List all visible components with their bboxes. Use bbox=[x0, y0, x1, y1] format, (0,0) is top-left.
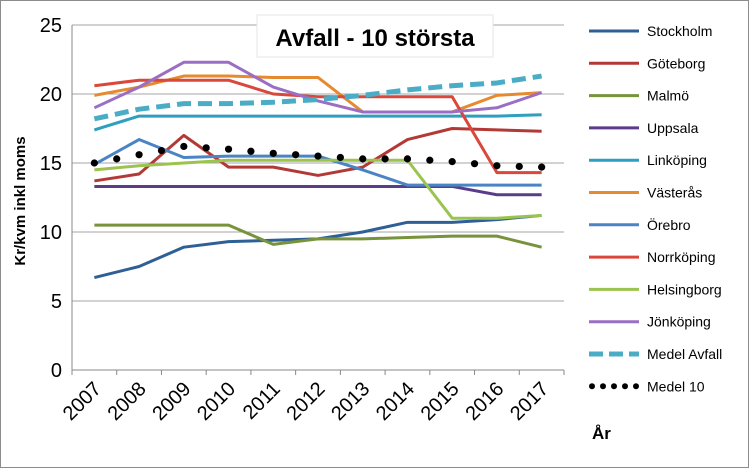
line-malm- bbox=[94, 223, 542, 249]
point-medel-10 bbox=[180, 142, 188, 151]
line-uppsala bbox=[94, 184, 542, 197]
legend-label-stockholm: Stockholm bbox=[647, 23, 712, 39]
point-medel-10 bbox=[448, 158, 456, 166]
point-medel-10 bbox=[381, 155, 389, 163]
x-tick-label: 2016 bbox=[461, 378, 508, 425]
point-medel-10 bbox=[314, 152, 322, 160]
point-medel-10 bbox=[202, 144, 210, 152]
y-tick-label: 25 bbox=[40, 15, 62, 37]
y-axis-ticks: 0 5 10 15 20 25 bbox=[40, 15, 62, 382]
point-medel-10 bbox=[247, 147, 255, 155]
y-tick-label: 0 bbox=[51, 360, 62, 382]
point-medel-10 bbox=[90, 159, 98, 167]
x-axis-ticks: 2007200820092010201120122013201420152016… bbox=[59, 370, 565, 425]
line-helsingborg bbox=[94, 158, 542, 220]
legend: Stockholm Göteborg Malmö Uppsala Linköping Vä… bbox=[589, 23, 722, 394]
point-medel-10 bbox=[292, 151, 300, 159]
line-g-teborg bbox=[94, 127, 542, 183]
x-tick-label: 2015 bbox=[417, 378, 464, 425]
x-axis-label: År bbox=[592, 424, 611, 443]
x-tick-label: 2012 bbox=[283, 378, 330, 425]
x-tick-label: 2007 bbox=[59, 378, 106, 425]
line-link-ping bbox=[93, 113, 542, 132]
legend-marker-medel-10 bbox=[633, 383, 639, 390]
y-tick-label: 10 bbox=[40, 222, 62, 244]
line-norrk-ping bbox=[94, 78, 542, 175]
point-medel-10 bbox=[426, 156, 434, 164]
x-tick-label: 2011 bbox=[239, 378, 285, 424]
point-medel-10 bbox=[515, 162, 523, 171]
chart-title: Avfall - 10 största bbox=[275, 25, 475, 52]
legend-label-j-nk-ping: Jönköping bbox=[647, 314, 711, 330]
legend-label-medel-10: Medel 10 bbox=[647, 378, 705, 394]
legend-marker-medel-10 bbox=[622, 383, 628, 390]
legend-label-helsingborg: Helsingborg bbox=[647, 281, 722, 297]
point-medel-10 bbox=[538, 163, 546, 171]
point-medel-10 bbox=[224, 145, 233, 153]
point-medel-10 bbox=[135, 151, 143, 159]
x-tick-label: 2013 bbox=[327, 378, 374, 425]
x-tick-label: 2017 bbox=[506, 378, 553, 425]
point-medel-10 bbox=[336, 153, 344, 162]
point-medel-10 bbox=[269, 149, 277, 157]
legend-label-malm-: Malmö bbox=[647, 88, 689, 104]
point-medel-10 bbox=[359, 155, 367, 163]
legend-label--rebro: Örebro bbox=[647, 216, 691, 233]
point-medel-10 bbox=[403, 155, 412, 163]
legend-label-link-ping: Linköping bbox=[647, 152, 707, 168]
y-tick-label: 15 bbox=[40, 153, 62, 175]
legend-label-g-teborg: Göteborg bbox=[647, 55, 705, 71]
x-tick-label: 2008 bbox=[104, 378, 151, 425]
line-medel-avfall bbox=[93, 73, 543, 122]
x-tick-label: 2009 bbox=[148, 378, 195, 425]
legend-label-v-ster-s: Västerås bbox=[647, 185, 702, 201]
point-medel-10 bbox=[157, 146, 166, 155]
y-tick-label: 5 bbox=[51, 291, 62, 313]
legend-marker-medel-10 bbox=[589, 383, 595, 390]
legend-marker-medel-10 bbox=[600, 383, 606, 390]
legend-label-norrk-ping: Norrköping bbox=[647, 249, 715, 265]
point-medel-10 bbox=[113, 155, 121, 163]
chart-title-box bbox=[256, 14, 494, 58]
point-medel-10 bbox=[493, 162, 501, 170]
legend-marker-medel-10 bbox=[611, 383, 617, 390]
line-j-nk-ping bbox=[93, 60, 543, 114]
legend-label-medel-avfall: Medel Avfall bbox=[647, 346, 722, 362]
legend-label-uppsala: Uppsala bbox=[647, 120, 699, 136]
y-axis-label: Kr/kvm inkl moms bbox=[12, 136, 29, 265]
x-tick-label: 2014 bbox=[372, 378, 419, 425]
x-tick-label: 2010 bbox=[193, 378, 240, 425]
series-lines bbox=[90, 60, 546, 279]
point-medel-10 bbox=[470, 160, 479, 168]
y-tick-label: 20 bbox=[40, 84, 62, 106]
